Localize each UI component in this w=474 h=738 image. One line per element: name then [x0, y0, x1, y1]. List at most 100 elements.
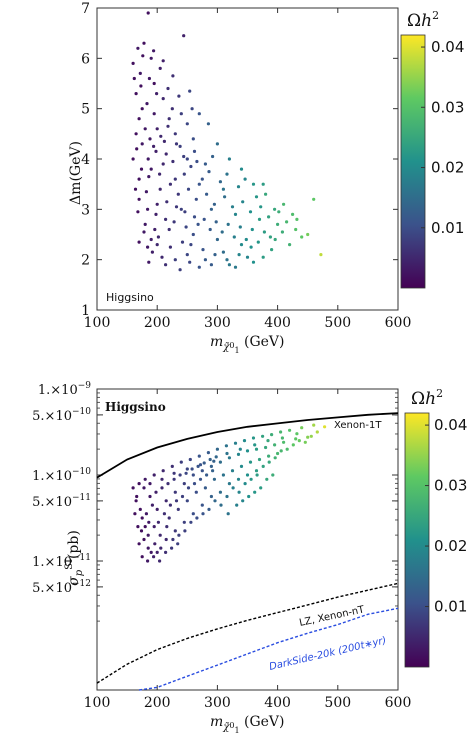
curve-label-xenon-1t: Xenon-1T — [334, 420, 382, 431]
data-point — [221, 473, 225, 477]
data-point — [294, 227, 298, 232]
data-point — [173, 529, 177, 533]
data-point — [189, 164, 193, 169]
data-point — [185, 499, 189, 503]
data-point — [203, 162, 207, 166]
colorbar-tick-label: 0.03 — [431, 98, 464, 116]
x-tick-label-bottom: 500 — [324, 695, 351, 711]
data-point — [282, 440, 286, 444]
x-tick-label-bottom: 300 — [204, 695, 231, 711]
svg-text:mχ̃01 (GeV): mχ̃01 (GeV) — [210, 714, 284, 735]
y-tick-label-bottom: 1.×10−11 — [32, 553, 91, 570]
data-point — [188, 260, 192, 264]
data-point — [177, 94, 181, 98]
data-point — [185, 157, 189, 161]
data-point — [241, 499, 245, 503]
data-point — [197, 265, 201, 269]
plot-frame-top — [96, 7, 399, 311]
data-point — [226, 512, 230, 516]
data-point — [170, 464, 174, 468]
data-point — [162, 512, 166, 516]
data-point — [243, 177, 247, 181]
data-point — [146, 11, 150, 15]
data-point — [143, 222, 147, 226]
data-point — [245, 473, 250, 477]
curve-lz-xenon-nt — [96, 582, 399, 684]
data-point — [147, 520, 151, 524]
colorbar-ticks-bottom: 0.01 0.02 0.03 0.04 — [425, 416, 467, 616]
data-point — [271, 473, 275, 477]
data-point — [174, 142, 179, 146]
data-point — [213, 499, 217, 503]
data-point — [189, 243, 193, 247]
y-tick-label-top: 4 — [81, 152, 90, 168]
data-point — [237, 490, 241, 494]
data-point — [273, 237, 277, 242]
data-point — [306, 435, 310, 439]
data-point — [191, 137, 195, 141]
data-point — [248, 460, 253, 464]
data-point — [131, 61, 135, 65]
data-point — [149, 237, 153, 242]
x-tick-label-top: 500 — [324, 315, 351, 331]
data-point — [140, 516, 144, 520]
chart-top: 100 200 300 400 500 600 1 2 3 4 5 6 7 Higgsino Δm(Ge… — [68, 1, 464, 355]
data-point — [221, 250, 225, 254]
x-axis-label-top: mχ̃01 (GeV) — [210, 334, 284, 355]
data-point — [189, 520, 193, 524]
data-point — [188, 89, 192, 93]
data-point — [280, 230, 284, 234]
data-point — [249, 245, 253, 249]
data-point — [303, 440, 307, 444]
data-point — [323, 425, 327, 429]
data-point — [247, 494, 251, 499]
data-point — [164, 152, 168, 156]
data-point — [225, 258, 229, 262]
data-point — [152, 473, 156, 477]
curve-xenon-1t — [96, 412, 399, 479]
data-point — [194, 490, 198, 494]
colorbar-label-top: Ωh2 — [407, 9, 439, 31]
data-point — [179, 460, 183, 464]
data-point — [156, 520, 160, 524]
data-point — [285, 220, 289, 224]
data-point — [218, 180, 222, 184]
data-point — [315, 430, 319, 434]
data-point — [149, 56, 153, 60]
data-point — [134, 92, 138, 96]
x-tick-label-bottom: 200 — [144, 695, 171, 711]
data-point — [140, 142, 144, 146]
data-point — [250, 227, 254, 232]
data-point — [198, 463, 203, 467]
data-point — [279, 430, 283, 434]
data-point — [166, 86, 170, 91]
y-tick-label-top: 7 — [81, 1, 90, 17]
data-point — [218, 460, 222, 464]
data-point — [154, 149, 158, 153]
data-point — [148, 494, 152, 499]
data-point — [270, 248, 274, 252]
data-point — [154, 490, 158, 494]
data-point — [160, 255, 164, 259]
data-point — [155, 202, 159, 206]
svg-text:mχ̃01 (GeV): mχ̃01 (GeV) — [210, 334, 284, 355]
data-point — [132, 76, 136, 81]
data-point — [164, 499, 168, 503]
data-point — [137, 240, 141, 244]
data-point — [144, 190, 148, 194]
data-point — [241, 200, 245, 204]
data-point — [135, 147, 139, 151]
data-point — [165, 525, 169, 529]
data-point — [136, 46, 140, 50]
data-point — [143, 525, 147, 529]
data-point — [182, 482, 186, 486]
data-point — [153, 542, 157, 546]
x-tick-label-top: 400 — [264, 315, 291, 331]
data-point — [266, 439, 270, 443]
data-point — [237, 253, 241, 257]
scatter-points-top — [131, 11, 323, 272]
data-point — [267, 215, 271, 219]
data-point — [197, 182, 201, 186]
colorbar-top — [400, 34, 426, 289]
data-point — [170, 107, 174, 111]
